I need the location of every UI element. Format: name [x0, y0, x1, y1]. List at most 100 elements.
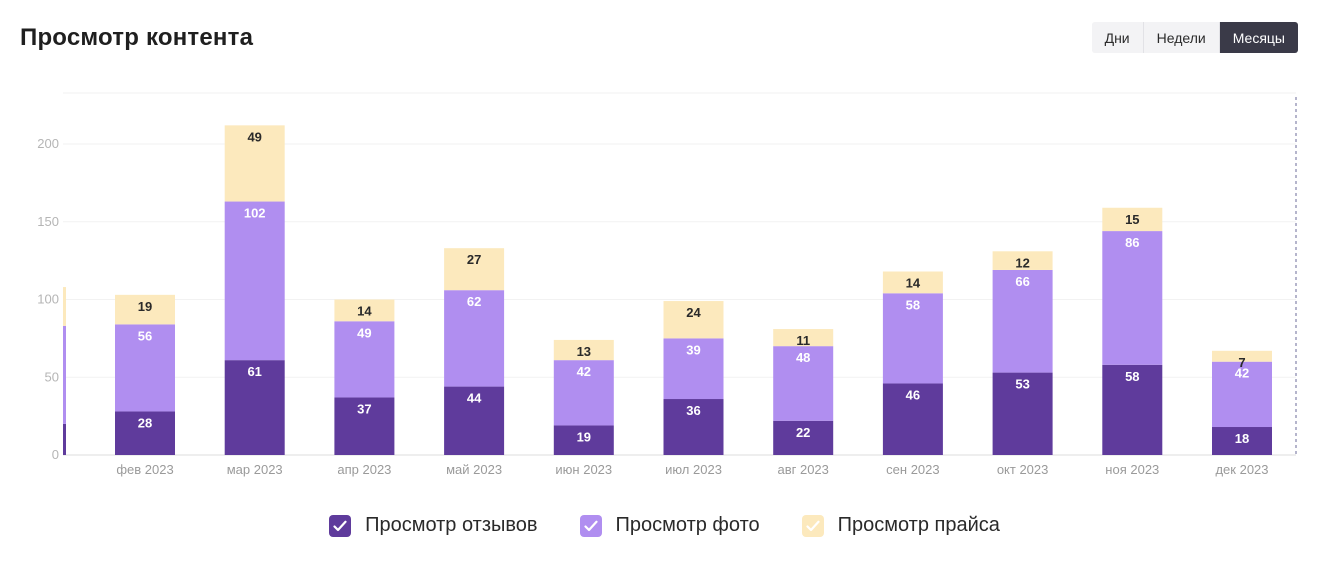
bar-segment: [663, 399, 724, 455]
page-title: Просмотр контента: [20, 24, 254, 51]
bar-segment: [1212, 427, 1272, 455]
data-label: 86: [1125, 235, 1139, 250]
bar-segment: [115, 411, 175, 455]
data-label: 44: [467, 391, 482, 406]
data-label: 11: [796, 333, 810, 348]
data-label: 53: [1015, 377, 1029, 392]
check-icon: [806, 520, 820, 531]
data-label: 46: [906, 387, 920, 402]
data-label: 62: [467, 294, 481, 309]
legend-label-photos: Просмотр фото: [615, 514, 760, 536]
bar-segment: [224, 360, 285, 455]
x-tick-label: май 2023: [446, 462, 502, 477]
x-tick-label: сен 2023: [886, 462, 939, 477]
x-tick-label: авг 2023: [777, 462, 828, 477]
bar-segment: [992, 269, 1053, 373]
data-label: 14: [357, 304, 372, 319]
bar-segment: [224, 201, 285, 361]
y-tick-label: 0: [52, 447, 59, 462]
check-icon: [333, 520, 347, 531]
data-label: 28: [138, 415, 152, 430]
data-label: 39: [686, 342, 700, 357]
y-tick-label: 200: [37, 136, 59, 151]
legend-checkbox-reviews[interactable]: [329, 514, 352, 537]
period-months-button[interactable]: Месяцы: [1219, 22, 1298, 53]
bar-segment: [553, 425, 614, 455]
x-tick-label: апр 2023: [337, 462, 391, 477]
data-label: 12: [1015, 255, 1029, 270]
data-label: 61: [247, 364, 261, 379]
data-label: 49: [357, 325, 371, 340]
legend-item-reviews[interactable]: Просмотр отзывов: [329, 514, 538, 537]
bar-segment: [1102, 231, 1163, 365]
data-label: 36: [686, 403, 700, 418]
legend-item-photos[interactable]: Просмотр фото: [579, 514, 760, 537]
bar-segment: [1102, 207, 1163, 232]
bar-segment: [992, 372, 1053, 455]
check-icon: [583, 520, 598, 531]
y-tick-label: 100: [37, 292, 59, 307]
bar-segment: [224, 125, 285, 202]
bar-segment: [882, 383, 943, 455]
bar-segment: [334, 397, 395, 455]
period-days-button[interactable]: Дни: [1091, 22, 1144, 53]
partial-bar-segment: [63, 325, 66, 424]
x-tick-label: окт 2023: [997, 462, 1049, 477]
bar-segment: [1212, 350, 1272, 362]
data-label: 102: [244, 206, 266, 221]
data-label: 14: [906, 276, 921, 291]
bar-segment: [773, 329, 834, 347]
data-label: 18: [1235, 431, 1249, 446]
partial-bar-segment: [63, 423, 66, 455]
x-tick-label: июн 2023: [555, 462, 612, 477]
y-tick-label: 50: [45, 369, 59, 384]
data-label: 42: [1235, 366, 1249, 381]
data-label: 13: [577, 344, 591, 359]
bar-segment: [115, 294, 175, 325]
x-tick-label: дек 2023: [1215, 462, 1268, 477]
data-label: 58: [906, 297, 920, 312]
bar-segment: [553, 360, 614, 426]
bar-segment: [882, 271, 943, 294]
data-label: 48: [796, 350, 810, 365]
legend-label-reviews: Просмотр отзывов: [365, 514, 538, 536]
data-label: 37: [357, 401, 371, 416]
bar-segment: [115, 324, 175, 412]
legend-checkbox-photos[interactable]: [579, 514, 602, 537]
x-tick-label: ноя 2023: [1105, 462, 1159, 477]
data-label: 24: [686, 305, 701, 320]
data-label: 19: [577, 429, 591, 444]
x-tick-label: июл 2023: [665, 462, 722, 477]
chart-legend: Просмотр отзывов Просмотр фото Просмотр …: [0, 514, 1329, 537]
bar-segment: [444, 386, 505, 455]
bar-segment: [1212, 361, 1272, 428]
bar-segment: [773, 346, 834, 421]
x-tick-label: мар 2023: [227, 462, 283, 477]
bar-segment: [663, 338, 724, 400]
bar-segment: [444, 290, 505, 387]
bar-segment: [882, 293, 943, 384]
stacked-bar-chart: 0 50 100 150 200 28 56 19 фев 2023 61 102 49 мар 202…: [37, 92, 1297, 477]
legend-label-prices: Просмотр прайса: [837, 514, 1000, 536]
bar-segment: [444, 248, 505, 291]
y-tick-label: 150: [37, 214, 59, 229]
data-label: 49: [247, 129, 261, 144]
period-weeks-button[interactable]: Недели: [1143, 22, 1220, 53]
bar-segment: [1102, 364, 1163, 455]
bar-segment: [334, 321, 395, 398]
data-label: 58: [1125, 369, 1139, 384]
data-label: 22: [796, 425, 810, 440]
bar-segment: [773, 420, 834, 455]
legend-item-prices[interactable]: Просмотр прайса: [801, 514, 1000, 537]
legend-checkbox-prices[interactable]: [801, 514, 824, 537]
bar-segment: [663, 301, 724, 339]
data-label: 27: [467, 252, 481, 267]
data-label: 7: [1238, 355, 1245, 370]
data-label: 66: [1015, 274, 1029, 289]
partial-bar-segment: [63, 287, 66, 326]
data-label: 56: [138, 328, 152, 343]
bar-segment: [992, 251, 1053, 270]
bar-segment: [334, 299, 395, 322]
data-label: 19: [138, 299, 152, 314]
period-toggle: Дни Недели Месяцы: [1091, 22, 1298, 53]
